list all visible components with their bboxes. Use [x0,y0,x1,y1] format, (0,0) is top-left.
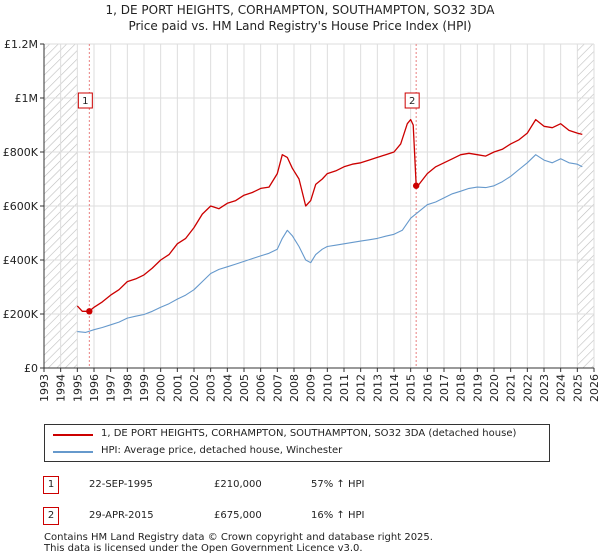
transaction-row: 1 22-SEP-1995 £210,000 57% ↑ HPI [0,475,600,499]
x-tick-label: 2012 [355,374,368,402]
transaction-hpi-change: 57% ↑ HPI [311,479,365,490]
x-tick-label: 2011 [338,374,351,402]
footer-copyright: Contains HM Land Registry data © Crown c… [44,532,433,543]
series-line-property [76,118,583,312]
x-tick-label: 2010 [321,374,334,402]
x-tick-label: 2024 [555,374,568,402]
y-tick-label: £400K [3,254,39,267]
x-tick-label: 2023 [538,374,551,402]
series-line-hpi [77,154,583,333]
x-tick-label: 1997 [105,374,118,402]
transaction-number-badge: 2 [43,507,59,525]
x-tick-label: 1995 [71,374,84,402]
transaction-price: £210,000 [214,479,262,490]
x-tick-label: 1999 [138,374,151,402]
chart-title: 1, DE PORT HEIGHTS, CORHAMPTON, SOUTHAMP… [105,3,495,17]
x-tick-label: 2008 [288,374,301,402]
x-tick-label: 2015 [405,374,418,402]
x-tick-label: 2005 [238,374,251,402]
transaction-date: 22-SEP-1995 [89,479,153,490]
legend-item-property: 1, DE PORT HEIGHTS, CORHAMPTON, SOUTHAMP… [45,427,549,443]
x-tick-label: 1994 [55,374,68,402]
legend-swatch-red [53,434,93,436]
x-tick-label: 1996 [88,374,101,402]
price-chart: 1 2 £0 £200K £400K £600K £800K £1M £1.2M 1993 199… [3,38,600,402]
legend-label-property: 1, DE PORT HEIGHTS, CORHAMPTON, SOUTHAMP… [101,428,517,439]
y-tick-label: £1M [15,92,39,105]
x-tick-label: 2007 [271,374,284,402]
transaction-row: 2 29-APR-2015 £675,000 16% ↑ HPI [0,506,600,530]
sale-label-text: 2 [409,96,415,107]
legend-swatch-blue [53,451,93,453]
x-tick-label: 1993 [38,374,51,402]
sale-point [412,182,420,189]
x-tick-label: 2014 [388,374,401,402]
transaction-date: 29-APR-2015 [89,510,154,521]
y-tick-label: £200K [3,308,39,321]
x-tick-label: 2000 [155,374,168,402]
chart-subtitle: Price paid vs. HM Land Registry's House … [128,19,472,33]
x-tick-label: 2003 [205,374,218,402]
x-tick-label: 2009 [305,374,318,402]
transaction-number-badge: 1 [43,476,59,494]
x-tick-label: 1998 [121,374,134,402]
sale-label-box [77,92,93,109]
x-tick-label: 2026 [588,374,600,402]
legend: 1, DE PORT HEIGHTS, CORHAMPTON, SOUTHAMP… [44,424,550,462]
footer-licence: This data is licensed under the Open Gov… [44,543,363,554]
x-tick-label: 2019 [471,374,484,402]
y-tick-label: £800K [3,146,39,159]
sale-point [86,308,93,315]
footer-attribution: Contains HM Land Registry data © Crown c… [44,532,433,554]
legend-item-hpi: HPI: Average price, detached house, Winc… [45,444,549,460]
x-tick-label: 2017 [438,374,451,402]
x-tick-label: 2018 [455,374,468,402]
x-tick-label: 2021 [505,374,518,402]
x-tick-label: 2016 [421,374,434,402]
x-tick-label: 2006 [255,374,268,402]
transaction-price: £675,000 [214,510,262,521]
legend-label-hpi: HPI: Average price, detached house, Winc… [101,445,343,456]
sale-label-box [404,92,420,109]
y-tick-label: £600K [3,200,39,213]
y-tick-label: £1.2M [4,38,38,51]
x-tick-label: 2013 [371,374,384,402]
x-tick-label: 2020 [488,374,501,402]
x-tick-label: 2025 [571,374,584,402]
transaction-hpi-change: 16% ↑ HPI [311,510,365,521]
x-tick-label: 2001 [171,374,184,402]
x-tick-label: 2002 [188,374,201,402]
sale-label-text: 1 [82,96,88,107]
y-tick-label: £0 [24,362,38,375]
x-tick-label: 2022 [521,374,534,402]
x-tick-label: 2004 [221,374,234,402]
